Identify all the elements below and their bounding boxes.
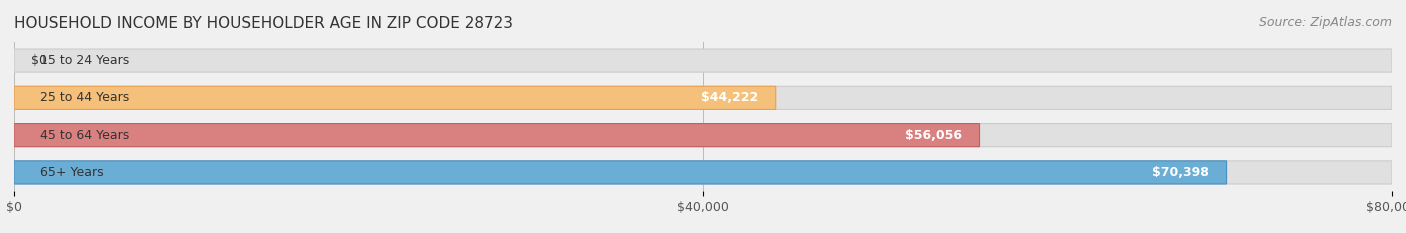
Text: 65+ Years: 65+ Years bbox=[39, 166, 104, 179]
Text: $70,398: $70,398 bbox=[1153, 166, 1209, 179]
FancyBboxPatch shape bbox=[14, 86, 1392, 110]
Text: Source: ZipAtlas.com: Source: ZipAtlas.com bbox=[1258, 16, 1392, 29]
Text: $0: $0 bbox=[31, 54, 48, 67]
Text: 15 to 24 Years: 15 to 24 Years bbox=[39, 54, 129, 67]
FancyBboxPatch shape bbox=[14, 49, 1392, 72]
Text: $56,056: $56,056 bbox=[905, 129, 962, 142]
Text: $44,222: $44,222 bbox=[702, 91, 758, 104]
Text: HOUSEHOLD INCOME BY HOUSEHOLDER AGE IN ZIP CODE 28723: HOUSEHOLD INCOME BY HOUSEHOLDER AGE IN Z… bbox=[14, 16, 513, 31]
FancyBboxPatch shape bbox=[14, 86, 776, 110]
FancyBboxPatch shape bbox=[14, 123, 1392, 147]
FancyBboxPatch shape bbox=[14, 161, 1392, 184]
FancyBboxPatch shape bbox=[14, 161, 1226, 184]
FancyBboxPatch shape bbox=[14, 123, 980, 147]
Text: 45 to 64 Years: 45 to 64 Years bbox=[39, 129, 129, 142]
Text: 25 to 44 Years: 25 to 44 Years bbox=[39, 91, 129, 104]
